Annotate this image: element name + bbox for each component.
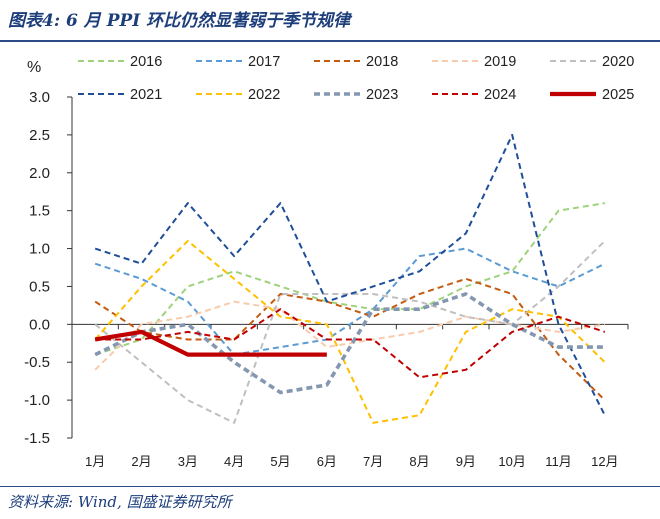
y-tick-label: 1.0 [29,241,50,258]
series-line-2017 [94,247,606,356]
y-tick-label: 0.5 [29,278,50,295]
x-tick-label: 5月 [270,454,290,469]
y-tick-label: 1.5 [29,203,50,220]
legend-label-2017: 2017 [248,54,280,70]
y-tick-label: 2.5 [29,127,50,144]
y-tick-label: 2.0 [29,165,50,182]
legend-label-2023: 2023 [366,87,398,103]
series-line-2021 [94,133,606,416]
x-tick-label: 8月 [409,454,429,469]
x-tick-label: 10月 [498,454,525,469]
y-tick-label: -1.5 [24,430,50,447]
legend-label-2022: 2022 [248,87,280,103]
x-tick-label: 7月 [363,454,383,469]
series-line-2016 [94,202,605,356]
title-divider [0,40,660,42]
y-tick-label: -1.0 [24,392,50,409]
x-axis: 1月 2月 3月 4月 5月 6月 7月 8月 9月 10月 11月 12月 [71,323,629,469]
y-tick-label: 0.0 [29,316,50,333]
chart-legend: 2016 2017 2018 2019 2020 2021 2022 2023 2024 2025 [78,54,634,103]
source-note: 资料来源: Wind, 国盛证券研究所 [8,493,232,511]
series-line-2018 [94,277,606,401]
legend-label-2018: 2018 [366,54,398,70]
legend-label-2020: 2020 [602,54,634,70]
chart-title: 图表4: 6 月 PPI 环比仍然显著弱于季节规律 [8,11,351,31]
series-line-2024 [95,308,606,379]
y-tick-label: 3.0 [29,89,50,106]
source-divider [0,486,660,487]
x-tick-label: 1月 [85,454,105,469]
x-tick-label: 3月 [178,454,198,469]
x-tick-label: 2月 [131,454,151,469]
x-tick-label: 12月 [591,454,618,469]
legend-label-2024: 2024 [484,87,516,103]
x-tick-label: 11月 [545,454,572,469]
x-tick-label: 4月 [224,454,244,469]
x-tick-label: 6月 [317,454,337,469]
series-line-2025 [94,329,327,357]
series-line-2023 [94,292,605,395]
y-tick-label: -0.5 [24,354,50,371]
series-lines [94,133,606,424]
series-line-2022 [94,239,606,424]
legend-label-2021: 2021 [130,87,162,103]
series-line-2020 [94,240,606,424]
legend-label-2025: 2025 [602,87,634,103]
legend-label-2019: 2019 [484,54,516,70]
x-tick-label: 9月 [456,454,476,469]
legend-label-2016: 2016 [130,54,162,70]
series-line-2019 [94,300,605,371]
y-axis-unit-label: % [27,59,41,76]
y-axis: 3.0 2.5 2.0 1.5 1.0 0.5 0.0 -0.5 -1.0 -1.5 [24,89,73,447]
